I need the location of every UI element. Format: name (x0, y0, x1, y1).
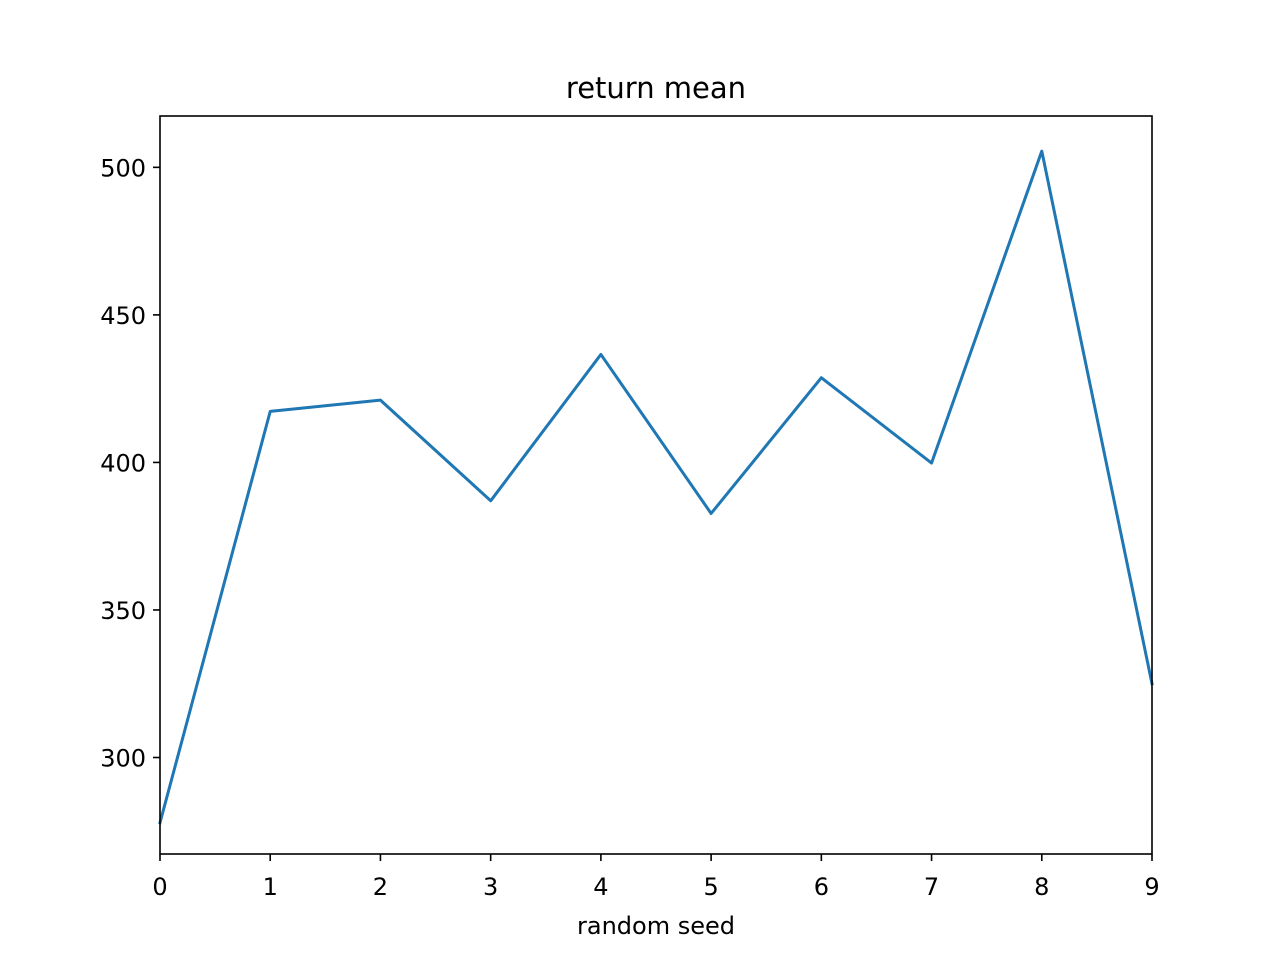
y-tick-label: 500 (100, 154, 146, 182)
data-point (930, 462, 933, 465)
x-tick-label: 0 (152, 873, 167, 901)
series-layer (158, 149, 1154, 825)
data-point (820, 376, 823, 379)
x-axis: 0 1 2 3 4 5 6 7 8 9 (152, 854, 1160, 901)
x-tick-label: 5 (703, 873, 718, 901)
plot-frame (159, 115, 1153, 855)
plot-area (158, 115, 1154, 855)
data-point (599, 353, 602, 356)
data-point (379, 399, 382, 402)
x-tick-label: 4 (593, 873, 608, 901)
data-point (269, 410, 272, 413)
data-point (710, 512, 713, 515)
x-tick-label: 9 (1144, 873, 1159, 901)
chart-title: return mean (566, 71, 746, 105)
x-axis-title: random seed (577, 912, 735, 940)
y-tick-label: 300 (100, 745, 146, 773)
y-axis: 300 350 400 450 500 (100, 154, 160, 773)
plot-background (160, 116, 1152, 854)
y-tick-label: 450 (100, 302, 146, 330)
x-tick-label: 3 (483, 873, 498, 901)
x-tick-label: 7 (924, 873, 939, 901)
x-tick-label: 2 (373, 873, 388, 901)
x-tick-label: 1 (263, 873, 278, 901)
y-tick-label: 350 (100, 597, 146, 625)
data-point (1040, 150, 1043, 153)
x-tick-label: 6 (814, 873, 829, 901)
data-point (489, 499, 492, 502)
series-line (158, 149, 1154, 825)
y-tick-label: 400 (100, 449, 146, 477)
x-tick-label: 8 (1034, 873, 1049, 901)
